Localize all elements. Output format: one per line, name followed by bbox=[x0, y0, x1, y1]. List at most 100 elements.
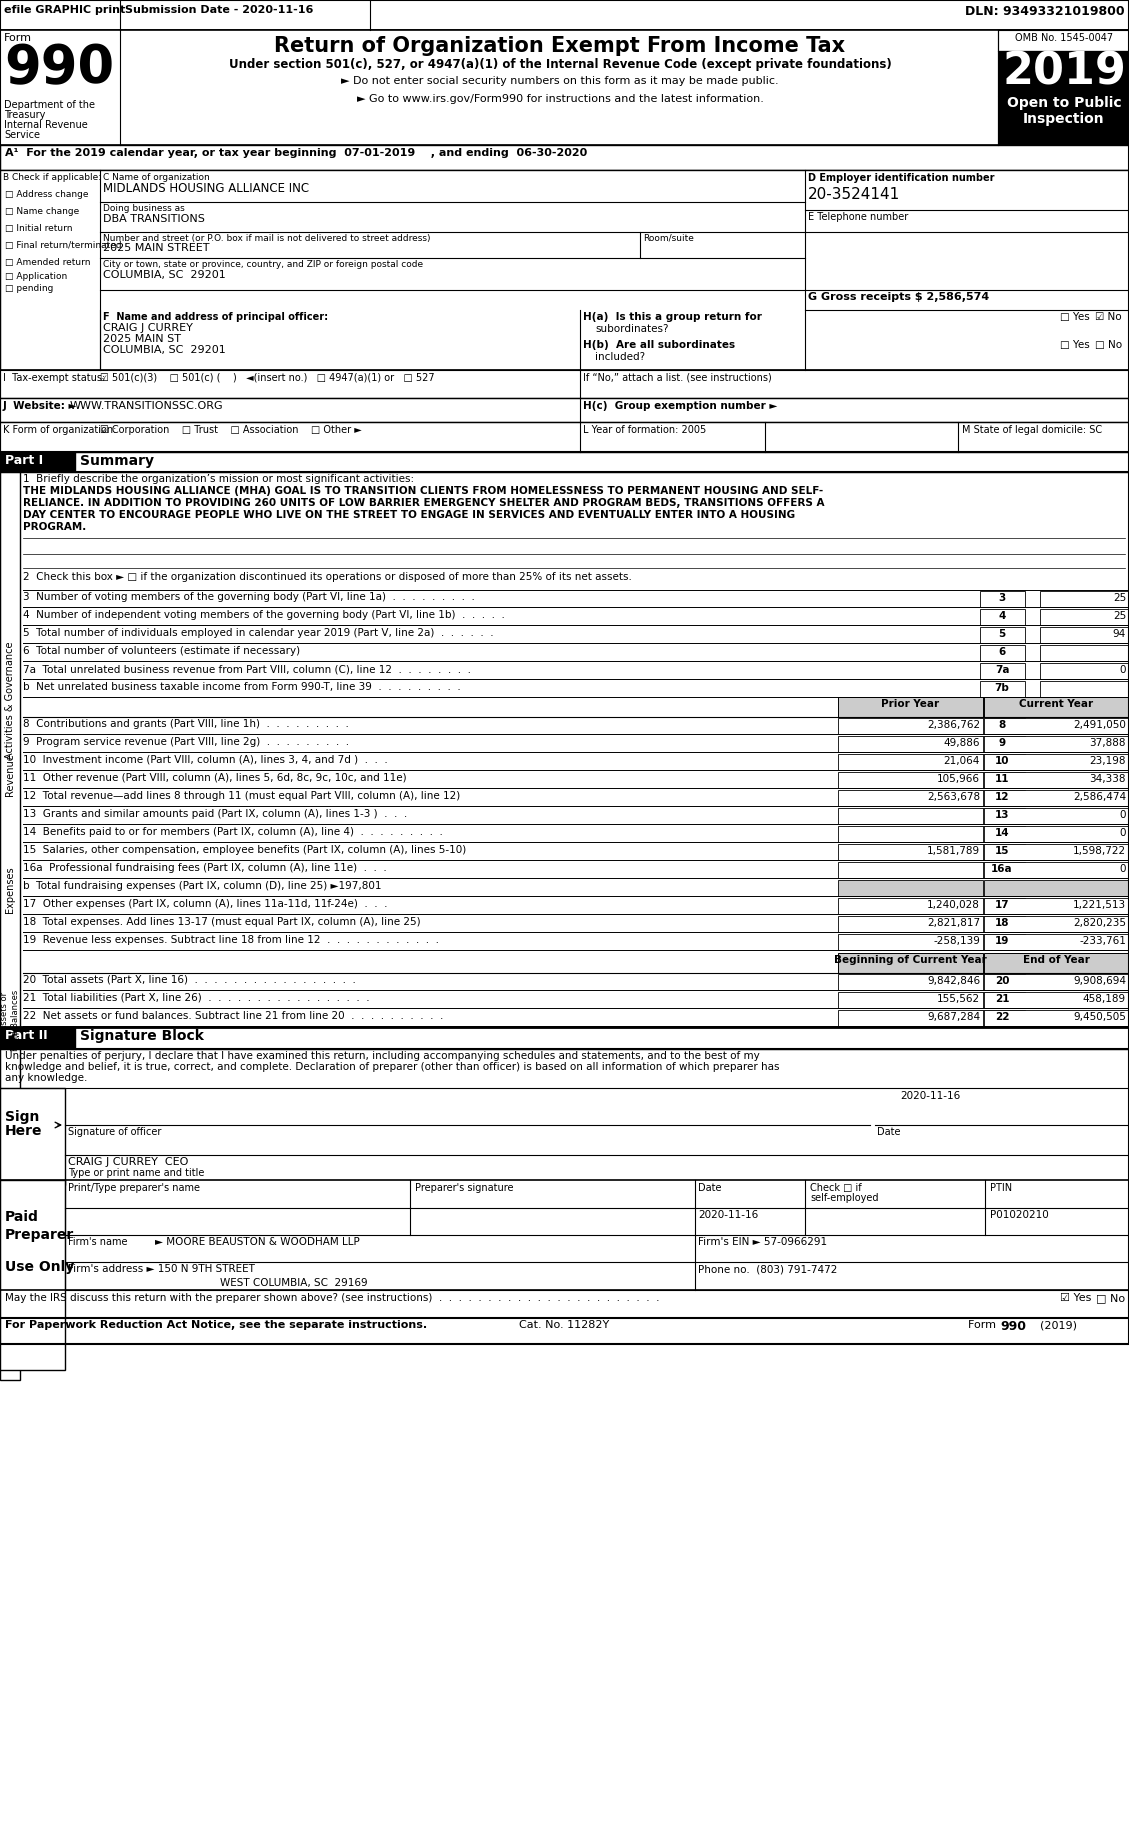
Text: Check □ if: Check □ if bbox=[809, 1184, 861, 1193]
Bar bbox=[0, 170, 1129, 371]
Bar bbox=[0, 146, 1129, 170]
Text: Current Year: Current Year bbox=[1019, 699, 1093, 708]
Bar bbox=[0, 1027, 75, 1049]
Text: 94: 94 bbox=[1113, 629, 1126, 640]
Bar bbox=[980, 627, 1025, 644]
Text: End of Year: End of Year bbox=[1023, 955, 1089, 964]
Bar bbox=[980, 664, 1025, 679]
Bar bbox=[980, 590, 1025, 607]
Bar bbox=[1040, 609, 1129, 625]
Bar bbox=[984, 953, 1129, 974]
Text: 5  Total number of individuals employed in calendar year 2019 (Part V, line 2a) : 5 Total number of individuals employed i… bbox=[23, 629, 493, 638]
Text: Paid: Paid bbox=[5, 1210, 38, 1224]
Text: efile GRAPHIC print: efile GRAPHIC print bbox=[5, 6, 125, 15]
Text: 20  Total assets (Part X, line 16)  .  .  .  .  .  .  .  .  .  .  .  .  .  .  . : 20 Total assets (Part X, line 16) . . . … bbox=[23, 975, 356, 985]
Text: D Employer identification number: D Employer identification number bbox=[808, 173, 995, 183]
Text: E Telephone number: E Telephone number bbox=[808, 212, 908, 221]
Text: 2025 MAIN ST: 2025 MAIN ST bbox=[103, 334, 181, 345]
Text: 9,687,284: 9,687,284 bbox=[927, 1012, 980, 1022]
Text: 7a: 7a bbox=[995, 666, 1009, 675]
Bar bbox=[838, 826, 983, 843]
Bar bbox=[984, 974, 1129, 990]
Text: 13: 13 bbox=[995, 810, 1009, 821]
Bar bbox=[75, 452, 1129, 472]
Bar bbox=[980, 992, 1025, 1009]
Bar bbox=[984, 754, 1129, 771]
Text: CRAIG J CURREY  CEO: CRAIG J CURREY CEO bbox=[68, 1156, 189, 1167]
Text: ☑ No: ☑ No bbox=[1095, 312, 1121, 323]
Text: 1,581,789: 1,581,789 bbox=[927, 846, 980, 856]
Text: Return of Organization Exempt From Income Tax: Return of Organization Exempt From Incom… bbox=[274, 37, 846, 55]
Text: Revenue: Revenue bbox=[5, 754, 15, 797]
Bar bbox=[980, 789, 1025, 806]
Bar bbox=[980, 754, 1025, 771]
Text: 21: 21 bbox=[995, 994, 1009, 1003]
Bar bbox=[838, 935, 983, 950]
Bar bbox=[980, 808, 1025, 824]
Bar bbox=[0, 422, 1129, 452]
Bar bbox=[998, 52, 1129, 96]
Text: 19  Revenue less expenses. Subtract line 18 from line 12  .  .  .  .  .  .  .  .: 19 Revenue less expenses. Subtract line … bbox=[23, 935, 439, 944]
Bar bbox=[980, 609, 1025, 625]
Text: 2,586,474: 2,586,474 bbox=[1073, 793, 1126, 802]
Text: 10  Investment income (Part VIII, column (A), lines 3, 4, and 7d )  .  .  .: 10 Investment income (Part VIII, column … bbox=[23, 754, 387, 765]
Text: self-employed: self-employed bbox=[809, 1193, 878, 1202]
Text: ► MOORE BEAUSTON & WOODHAM LLP: ► MOORE BEAUSTON & WOODHAM LLP bbox=[155, 1237, 360, 1247]
Bar bbox=[980, 916, 1025, 931]
Bar bbox=[838, 992, 983, 1009]
Text: 6  Total number of volunteers (estimate if necessary): 6 Total number of volunteers (estimate i… bbox=[23, 645, 300, 656]
Text: Form: Form bbox=[5, 33, 32, 42]
Text: □ Yes: □ Yes bbox=[1060, 312, 1089, 323]
Bar bbox=[1040, 680, 1129, 697]
Text: Expenses: Expenses bbox=[5, 867, 15, 913]
Bar bbox=[838, 916, 983, 931]
Text: Internal Revenue: Internal Revenue bbox=[5, 120, 88, 129]
Bar bbox=[980, 717, 1025, 734]
Text: subordinates?: subordinates? bbox=[595, 325, 668, 334]
Text: Type or print name and title: Type or print name and title bbox=[68, 1167, 204, 1178]
Bar bbox=[980, 845, 1025, 859]
Text: □ No: □ No bbox=[1096, 1293, 1126, 1304]
Text: any knowledge.: any knowledge. bbox=[5, 1073, 87, 1082]
Text: 3: 3 bbox=[998, 594, 1006, 603]
Text: □ Amended return: □ Amended return bbox=[5, 258, 90, 267]
Bar bbox=[984, 789, 1129, 806]
Text: 22: 22 bbox=[995, 1012, 1009, 1022]
Bar bbox=[984, 880, 1129, 896]
Text: DAY CENTER TO ENCOURAGE PEOPLE WHO LIVE ON THE STREET TO ENGAGE IN SERVICES AND : DAY CENTER TO ENCOURAGE PEOPLE WHO LIVE … bbox=[23, 511, 795, 520]
Bar bbox=[980, 898, 1025, 915]
Bar bbox=[0, 398, 1129, 422]
Bar bbox=[75, 1027, 1129, 1049]
Text: H(a)  Is this a group return for: H(a) Is this a group return for bbox=[583, 312, 762, 323]
Text: Under section 501(c), 527, or 4947(a)(1) of the Internal Revenue Code (except pr: Under section 501(c), 527, or 4947(a)(1)… bbox=[229, 57, 892, 72]
Bar bbox=[980, 645, 1025, 660]
Text: 21,064: 21,064 bbox=[944, 756, 980, 765]
Bar bbox=[1040, 627, 1129, 644]
Text: H(c)  Group exemption number ►: H(c) Group exemption number ► bbox=[583, 400, 778, 411]
Bar bbox=[980, 773, 1025, 787]
Bar bbox=[984, 1011, 1129, 1025]
Text: 9,908,694: 9,908,694 bbox=[1073, 975, 1126, 987]
Text: COLUMBIA, SC  29201: COLUMBIA, SC 29201 bbox=[103, 269, 226, 280]
Text: City or town, state or province, country, and ZIP or foreign postal code: City or town, state or province, country… bbox=[103, 260, 423, 269]
Text: □ pending: □ pending bbox=[5, 284, 53, 293]
Bar bbox=[838, 898, 983, 915]
Bar bbox=[1040, 645, 1129, 660]
Text: (2019): (2019) bbox=[1040, 1320, 1077, 1330]
Text: 1,240,028: 1,240,028 bbox=[927, 900, 980, 909]
Bar bbox=[838, 697, 983, 717]
Text: Open to Public
Inspection: Open to Public Inspection bbox=[1007, 96, 1121, 125]
Text: K Form of organization:: K Form of organization: bbox=[3, 424, 116, 435]
Text: Net Assets or
Fund Balances: Net Assets or Fund Balances bbox=[0, 990, 19, 1051]
Text: Form: Form bbox=[969, 1320, 1000, 1330]
Text: 105,966: 105,966 bbox=[937, 774, 980, 784]
Text: 2020-11-16: 2020-11-16 bbox=[698, 1210, 759, 1221]
Text: Activities & Governance: Activities & Governance bbox=[5, 642, 15, 758]
Text: 2,821,817: 2,821,817 bbox=[927, 918, 980, 928]
Text: Date: Date bbox=[877, 1127, 901, 1138]
Bar bbox=[984, 826, 1129, 843]
Text: □ Initial return: □ Initial return bbox=[5, 223, 72, 232]
Text: 13  Grants and similar amounts paid (Part IX, column (A), lines 1-3 )  .  .  .: 13 Grants and similar amounts paid (Part… bbox=[23, 810, 408, 819]
Bar bbox=[0, 472, 20, 1379]
Bar bbox=[1040, 664, 1129, 679]
